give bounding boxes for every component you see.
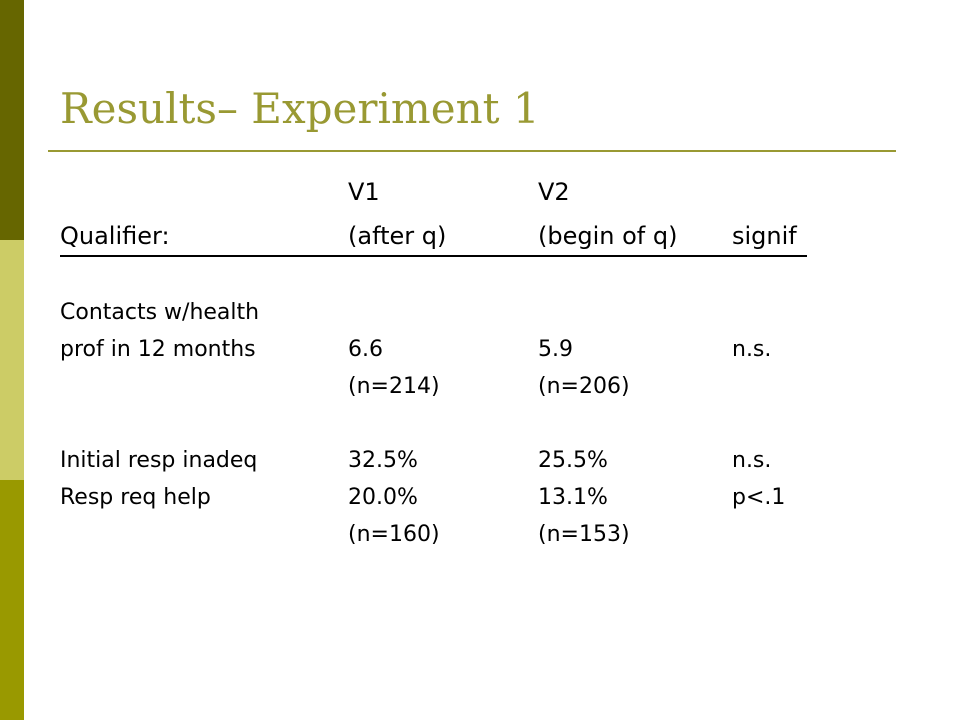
row-v2-n: (n=153) — [538, 522, 630, 547]
sidebar-stripe-middle — [0, 240, 24, 480]
slide-title: Results– Experiment 1 — [60, 84, 540, 133]
row-signif-value: n.s. — [732, 337, 772, 362]
row-label: Initial resp inadeq — [60, 448, 258, 473]
row-v2-value: 5.9 — [538, 337, 573, 362]
row-v1-n: (n=160) — [348, 522, 440, 547]
header-qualifier: Qualifier: — [60, 222, 170, 250]
row-v2-value: 13.1% — [538, 485, 608, 510]
row-label: prof in 12 months — [60, 337, 256, 362]
row-v1-value: 32.5% — [348, 448, 418, 473]
row-label: Resp req help — [60, 485, 211, 510]
sidebar-stripe-bottom — [0, 480, 24, 720]
header-begin-of-q: (begin of q) — [538, 222, 678, 250]
row-label: Contacts w/health — [60, 300, 260, 325]
header-underline — [60, 255, 807, 257]
row-signif-value: n.s. — [732, 448, 772, 473]
sidebar-stripe-top — [0, 0, 24, 240]
row-v2-n: (n=206) — [538, 374, 630, 399]
row-v1-value: 6.6 — [348, 337, 383, 362]
header-v2: V2 — [538, 178, 570, 206]
row-signif-value: p<.1 — [732, 485, 786, 510]
header-after-q: (after q) — [348, 222, 447, 250]
title-divider — [48, 150, 896, 152]
row-v2-value: 25.5% — [538, 448, 608, 473]
row-v1-value: 20.0% — [348, 485, 418, 510]
header-v1: V1 — [348, 178, 380, 206]
header-signif: signif — [732, 222, 797, 250]
row-v1-n: (n=214) — [348, 374, 440, 399]
